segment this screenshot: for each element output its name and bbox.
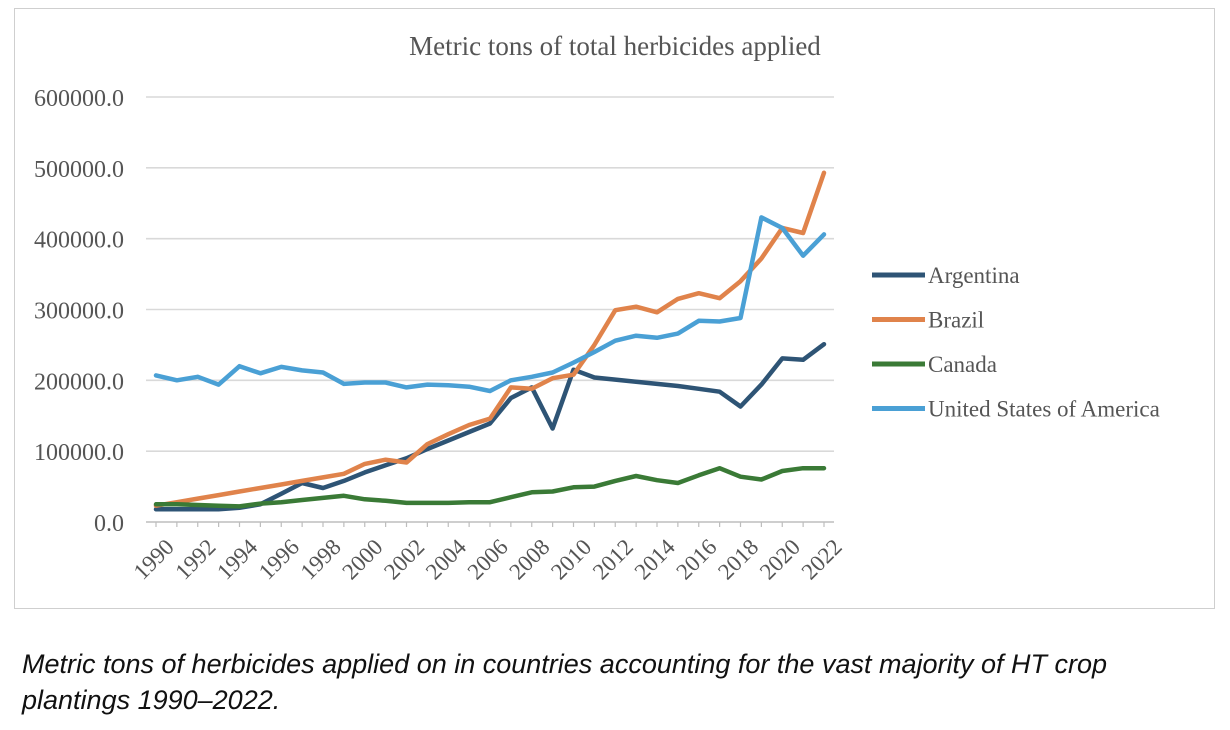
series-line-argentina [153, 341, 827, 512]
x-tick-label: 2010 [546, 534, 596, 584]
x-tick-label: 2012 [588, 534, 638, 584]
y-tick-label: 300000.0 [34, 299, 124, 325]
x-axis: 1990199219941996199820002002200420062008… [129, 522, 847, 584]
x-tick-label: 1998 [296, 534, 346, 584]
x-tick-label: 2004 [421, 534, 472, 585]
chart-title: Metric tons of total herbicides applied [409, 31, 821, 61]
legend-label: United States of America [928, 397, 1160, 422]
herbicides-line-chart: Metric tons of total herbicides applied … [34, 31, 1160, 584]
x-tick-label: 2020 [755, 534, 805, 584]
x-tick-label: 2006 [463, 534, 513, 584]
x-tick-label: 1996 [254, 534, 304, 584]
y-tick-label: 500000.0 [34, 157, 124, 183]
legend: Argentina Brazil Canada United States of Am… [872, 263, 1160, 422]
y-tick-label: 400000.0 [34, 228, 124, 254]
legend-label: Brazil [928, 308, 984, 333]
x-tick-label: 2018 [713, 534, 763, 584]
series-line-canada [153, 465, 827, 509]
x-tick-label: 2014 [630, 534, 681, 585]
gridlines [146, 96, 834, 523]
y-tick-label: 100000.0 [34, 440, 124, 466]
x-tick-label: 1992 [170, 534, 220, 584]
x-tick-label: 2016 [671, 534, 721, 584]
x-tick-label: 2002 [379, 534, 429, 584]
y-tick-label: 200000.0 [34, 369, 124, 395]
figure-caption: Metric tons of herbicides applied on in … [22, 649, 1108, 715]
legend-label: Canada [928, 352, 997, 377]
x-tick-label: 2008 [504, 534, 554, 584]
series-line-united-states-of-america [153, 215, 827, 394]
y-axis-ticks: 0.0 100000.0 200000.0 300000.0 400000.0 50000… [34, 86, 124, 537]
legend-label: Argentina [928, 263, 1020, 288]
data-series [153, 170, 827, 512]
x-tick-label: 2022 [797, 534, 847, 584]
x-tick-label: 1990 [129, 534, 179, 584]
x-tick-label: 1994 [212, 534, 263, 585]
x-tick-label: 2000 [337, 534, 387, 584]
series-line-brazil [153, 170, 827, 508]
y-tick-label: 600000.0 [34, 86, 124, 112]
y-tick-label: 0.0 [94, 511, 124, 537]
